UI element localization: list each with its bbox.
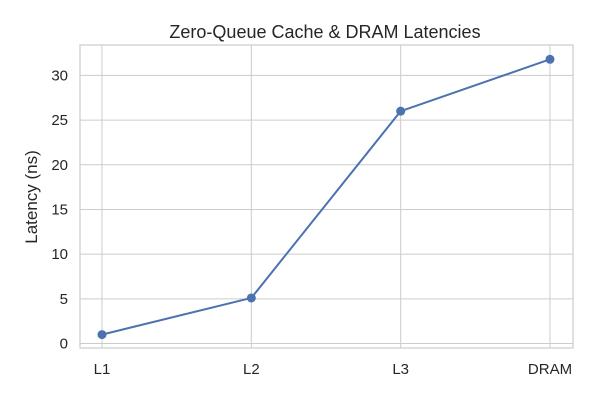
y-tick-label: 30 bbox=[51, 67, 68, 84]
y-tick-label: 0 bbox=[60, 336, 68, 353]
y-tick-label: 5 bbox=[60, 291, 68, 308]
grid bbox=[80, 45, 573, 348]
x-tick-label: L1 bbox=[94, 361, 111, 378]
y-tick-label: 10 bbox=[51, 246, 68, 263]
x-tick-label: L2 bbox=[243, 361, 260, 378]
y-tick-labels: 0 5 10 15 20 25 30 bbox=[51, 67, 68, 352]
y-tick-label: 20 bbox=[51, 157, 68, 174]
data-point bbox=[246, 293, 256, 303]
y-tick-label: 25 bbox=[51, 112, 68, 129]
chart-title: Zero-Queue Cache & DRAM Latencies bbox=[169, 22, 480, 42]
data-point bbox=[396, 106, 406, 116]
plot-frame bbox=[79, 44, 574, 349]
series-latency bbox=[97, 54, 555, 340]
x-tick-label: DRAM bbox=[528, 361, 572, 378]
series-line bbox=[101, 58, 551, 336]
data-point bbox=[545, 54, 555, 64]
x-tick-label: L3 bbox=[392, 361, 409, 378]
y-axis-label: Latency (ns) bbox=[22, 150, 41, 244]
y-tick-label: 15 bbox=[51, 201, 68, 218]
data-point bbox=[97, 330, 107, 340]
x-tick-labels: L1 L2 L3 DRAM bbox=[94, 361, 572, 378]
